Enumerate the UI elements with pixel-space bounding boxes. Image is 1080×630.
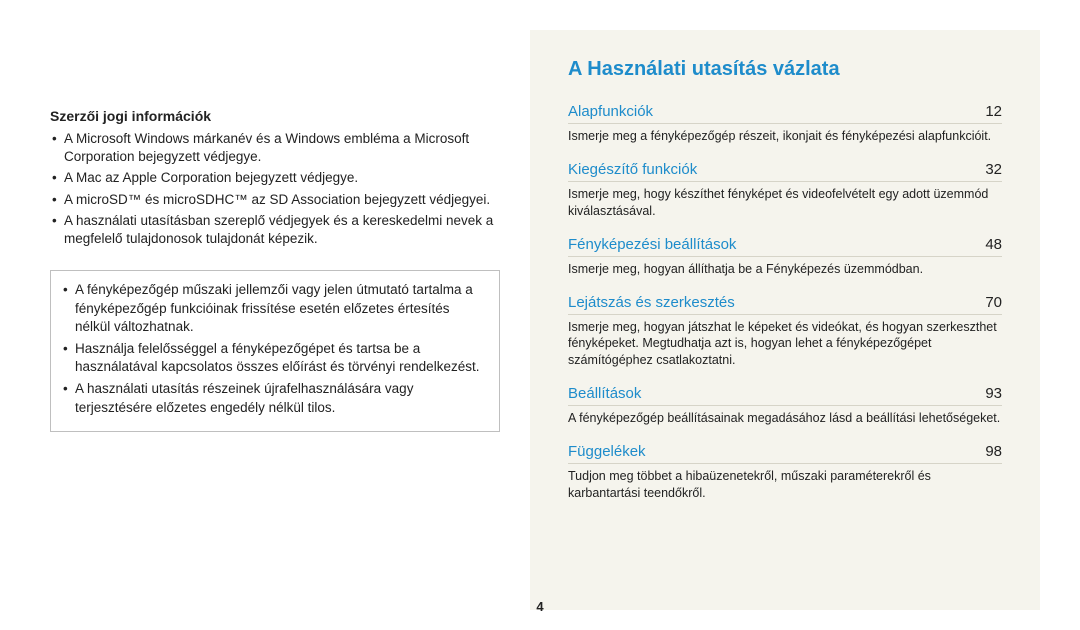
toc-desc: Ismerje meg, hogyan játszhat le képeket … (568, 319, 1002, 370)
note-item: Használja felelősséggel a fényképezőgépe… (61, 340, 485, 376)
copyright-list: A Microsoft Windows márkanév és a Window… (50, 130, 500, 248)
toc-head: Beállítások 93 (568, 385, 1002, 406)
toc-page: 32 (985, 161, 1002, 178)
toc-item: Lejátszás és szerkesztés 70 Ismerje meg,… (568, 294, 1002, 370)
toc-item: Kiegészítő funkciók 32 Ismerje meg, hogy… (568, 161, 1002, 220)
toc-link-lejatszas[interactable]: Lejátszás és szerkesztés (568, 294, 735, 311)
toc-head: Alapfunkciók 12 (568, 103, 1002, 124)
page-root: Szerzői jogi információk A Microsoft Win… (0, 0, 1080, 630)
copyright-item: A microSD™ és microSDHC™ az SD Associati… (50, 191, 500, 209)
toc-head: Fényképezési beállítások 48 (568, 236, 1002, 257)
toc-link-beallitasok[interactable]: Beállítások (568, 385, 641, 402)
right-column: A Használati utasítás vázlata Alapfunkci… (530, 30, 1040, 610)
page-number: 4 (536, 599, 543, 614)
copyright-item: A használati utasításban szereplő védjeg… (50, 212, 500, 248)
toc-link-fuggelekek[interactable]: Függelékek (568, 443, 646, 460)
toc-desc: Tudjon meg többet a hibaüzenetekről, műs… (568, 468, 1002, 502)
left-column: Szerzői jogi információk A Microsoft Win… (50, 30, 530, 610)
toc-head: Lejátszás és szerkesztés 70 (568, 294, 1002, 315)
copyright-item: A Microsoft Windows márkanév és a Window… (50, 130, 500, 166)
toc-item: Fényképezési beállítások 48 Ismerje meg,… (568, 236, 1002, 278)
toc-desc: Ismerje meg a fényképezőgép részeit, iko… (568, 128, 1002, 145)
note-item: A fényképezőgép műszaki jellemzői vagy j… (61, 281, 485, 336)
note-list: A fényképezőgép műszaki jellemzői vagy j… (61, 281, 485, 417)
toc-page: 70 (985, 294, 1002, 311)
toc-head: Kiegészítő funkciók 32 (568, 161, 1002, 182)
toc-item: Függelékek 98 Tudjon meg többet a hibaüz… (568, 443, 1002, 502)
toc-head: Függelékek 98 (568, 443, 1002, 464)
copyright-item: A Mac az Apple Corporation bejegyzett vé… (50, 169, 500, 187)
toc-item: Alapfunkciók 12 Ismerje meg a fényképező… (568, 103, 1002, 145)
toc-page: 12 (985, 103, 1002, 120)
outline-title: A Használati utasítás vázlata (568, 58, 1002, 81)
toc-link-kiegeszito[interactable]: Kiegészítő funkciók (568, 161, 697, 178)
copyright-heading: Szerzői jogi információk (50, 108, 500, 124)
toc-desc: A fényképezőgép beállításainak megadásáh… (568, 410, 1002, 427)
toc-link-fenykepezesi[interactable]: Fényképezési beállítások (568, 236, 736, 253)
toc-link-alapfunkciok[interactable]: Alapfunkciók (568, 103, 653, 120)
toc-page: 98 (985, 443, 1002, 460)
toc-page: 93 (985, 385, 1002, 402)
toc-item: Beállítások 93 A fényképezőgép beállítás… (568, 385, 1002, 427)
note-box: A fényképezőgép műszaki jellemzői vagy j… (50, 270, 500, 432)
toc-desc: Ismerje meg, hogy készíthet fényképet és… (568, 186, 1002, 220)
toc-desc: Ismerje meg, hogyan állíthatja be a Fény… (568, 261, 1002, 278)
note-item: A használati utasítás részeinek újrafelh… (61, 380, 485, 416)
toc-page: 48 (985, 236, 1002, 253)
